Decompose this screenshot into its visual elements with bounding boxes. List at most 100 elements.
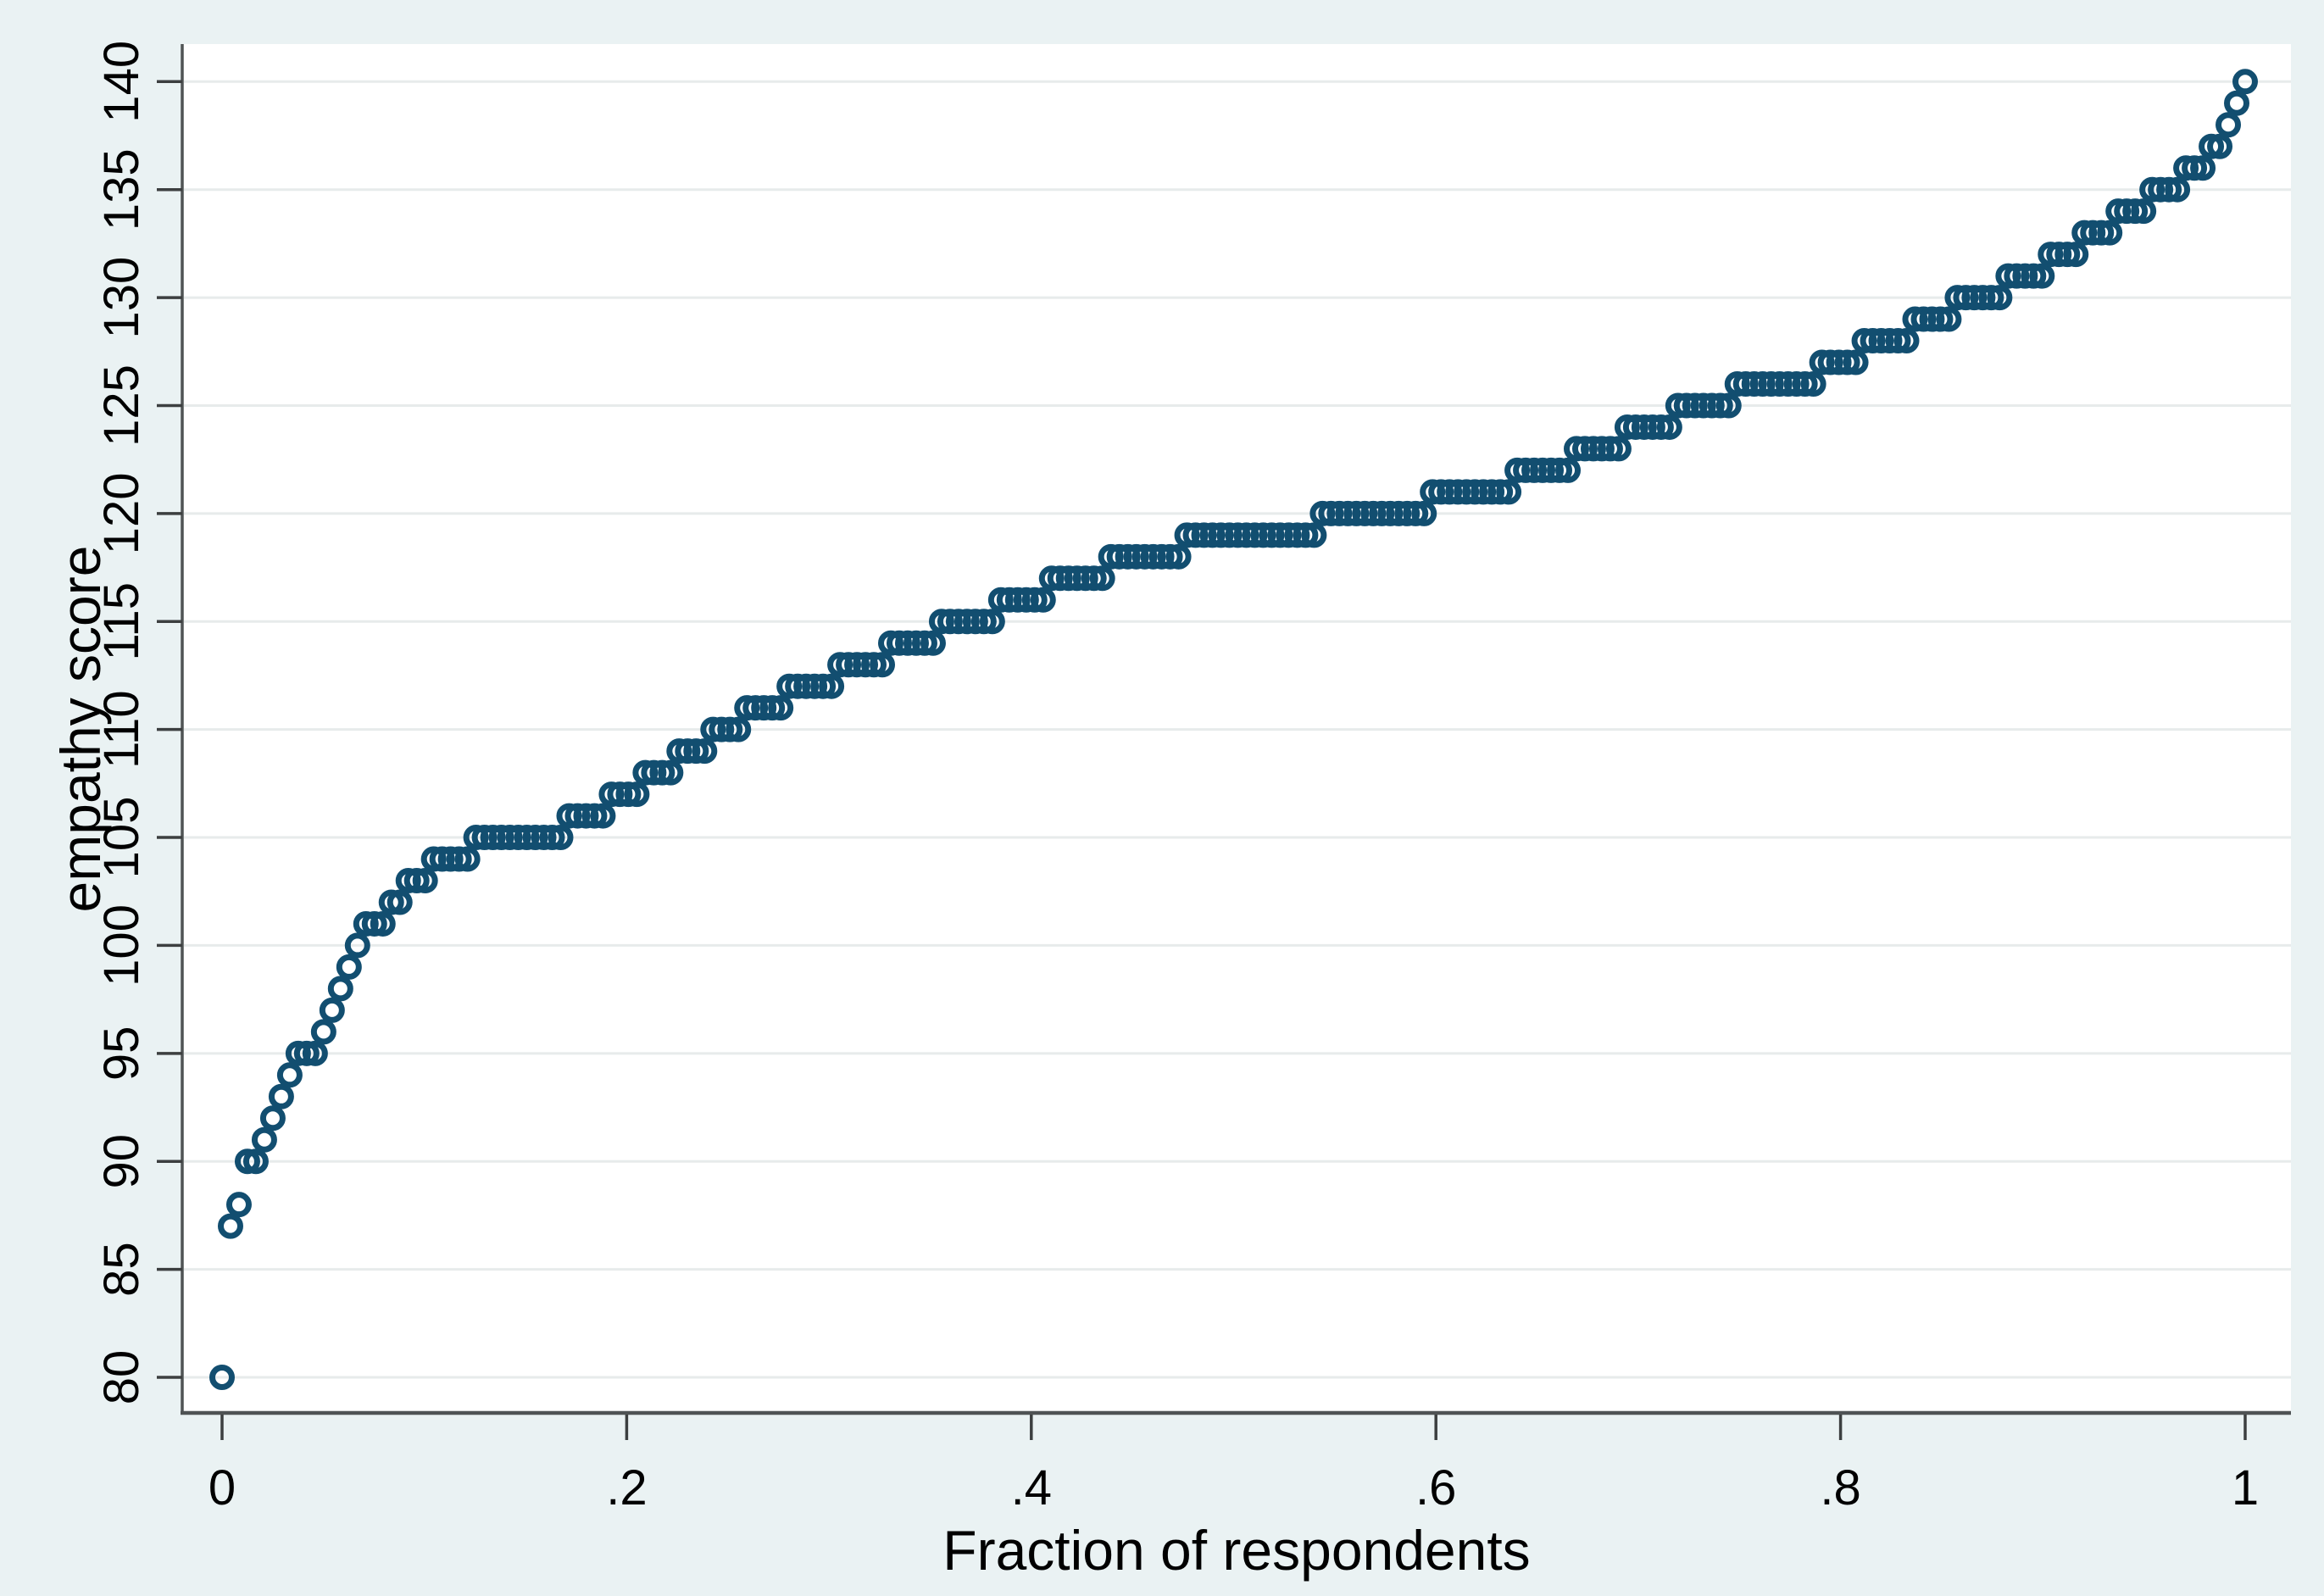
data-point [1157, 543, 1183, 570]
data-point [683, 738, 709, 765]
data-point [970, 609, 997, 635]
data-point [590, 803, 616, 829]
data-point [1021, 587, 1048, 613]
y-tick-label-125: 125 [94, 364, 149, 447]
data-point [2216, 112, 2242, 138]
x-tick-label-.8: .8 [1820, 1460, 1860, 1515]
data-point [454, 846, 481, 872]
data-points-layer [209, 69, 2258, 1390]
data-point [1293, 522, 1319, 548]
data-point [726, 716, 752, 742]
data-point [548, 825, 574, 851]
data-point [209, 1365, 235, 1390]
data-point [1648, 414, 1674, 440]
data-point [1834, 349, 1860, 375]
data-point [234, 1148, 260, 1175]
data-point [759, 695, 786, 721]
tick-labels-layer: 80 85 90 95 100 105 110 115 120 125 130 135 140 0 .2 .4… [94, 41, 2259, 1515]
data-point [1893, 328, 1920, 354]
data-point [2063, 242, 2089, 268]
data-point [1555, 457, 1582, 483]
data-point [1089, 565, 1115, 592]
axes-layer [157, 44, 2291, 1440]
data-point [268, 1083, 294, 1109]
data-point [2190, 155, 2216, 181]
data-point [861, 652, 887, 678]
data-point [2199, 133, 2225, 159]
x-tick-label-0: 0 [208, 1460, 236, 1515]
data-point [1496, 479, 1522, 505]
data-point [1487, 479, 1514, 505]
data-point [2021, 263, 2047, 289]
data-point [412, 867, 438, 893]
data-point [979, 609, 1005, 635]
data-point [819, 673, 845, 699]
y-tick-label-80: 80 [94, 1350, 149, 1405]
data-point [1165, 543, 1192, 570]
data-point [717, 716, 743, 742]
data-point [2054, 242, 2081, 268]
data-point [1547, 457, 1573, 483]
data-point [1987, 285, 2013, 311]
data-point [403, 867, 430, 893]
data-point [1885, 328, 1911, 354]
data-point [1301, 522, 1327, 548]
data-point [386, 889, 413, 915]
data-point [615, 781, 642, 808]
data-point [870, 652, 896, 678]
y-tick-label-115: 115 [94, 582, 149, 660]
data-point [2207, 133, 2233, 159]
data-point [2131, 198, 2157, 225]
data-point [259, 1105, 286, 1132]
y-tick-label-110: 110 [94, 690, 149, 768]
data-point [1715, 392, 1742, 419]
data-point [2156, 176, 2182, 203]
y-tick-label-140: 140 [94, 41, 149, 123]
data-point [1707, 392, 1733, 419]
data-point [539, 825, 565, 851]
x-tick-label-1: 1 [2232, 1460, 2259, 1515]
y-tick-label-120: 120 [94, 472, 149, 554]
data-point [1656, 414, 1682, 440]
data-point [327, 976, 353, 1002]
data-point [361, 910, 387, 937]
y-tick-label-90: 90 [94, 1134, 149, 1189]
data-point [225, 1192, 252, 1218]
data-point [1403, 500, 1429, 526]
data-point [2029, 263, 2055, 289]
data-point [692, 738, 718, 765]
data-point [2088, 220, 2115, 246]
data-point [2224, 90, 2250, 116]
data-point [768, 695, 794, 721]
data-point [2182, 155, 2208, 181]
data-point [1411, 500, 1437, 526]
data-point [658, 759, 684, 786]
data-point [2232, 69, 2258, 95]
x-axis-title: Fraction of respondents [942, 1519, 1530, 1582]
data-point [1927, 306, 1954, 332]
data-point [1081, 565, 1107, 592]
data-point [1978, 285, 2004, 311]
data-point [2122, 198, 2149, 225]
y-tick-label-100: 100 [94, 904, 149, 987]
data-point [293, 1040, 320, 1066]
data-point [810, 673, 837, 699]
y-tick-label-95: 95 [94, 1026, 149, 1082]
data-point [649, 759, 676, 786]
data-point [1030, 587, 1056, 613]
data-point [1605, 436, 1632, 462]
y-tick-label-130: 130 [94, 257, 149, 339]
data-point [302, 1040, 328, 1066]
data-point [251, 1126, 277, 1153]
data-point [2097, 220, 2123, 246]
data-point [310, 1019, 336, 1045]
data-point [1843, 349, 1869, 375]
y-tick-label-135: 135 [94, 148, 149, 231]
data-point [344, 932, 370, 959]
data-point [1800, 370, 1826, 397]
data-point [2165, 176, 2191, 203]
data-point [319, 997, 345, 1023]
data-point [920, 630, 946, 656]
